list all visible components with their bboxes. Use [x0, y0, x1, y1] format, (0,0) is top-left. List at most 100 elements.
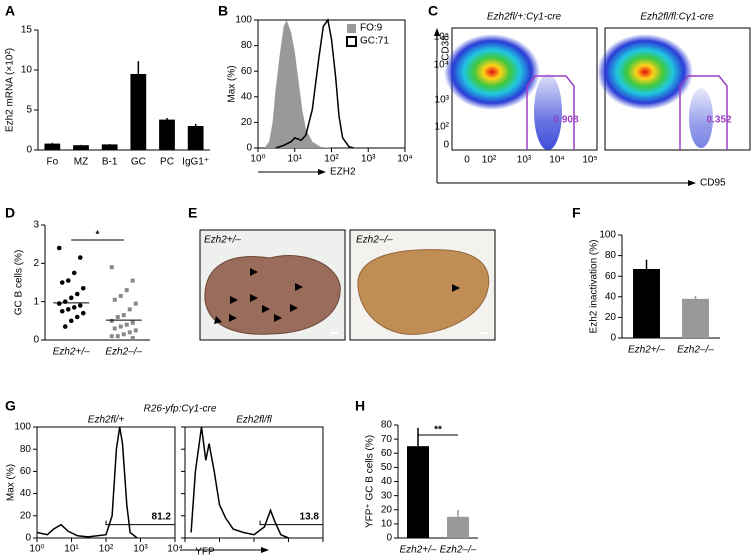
legend-label: FO:9 — [360, 23, 383, 34]
point — [127, 307, 132, 312]
x-axis-label: EZH2 — [330, 167, 356, 178]
bar — [187, 126, 204, 150]
bar — [44, 143, 61, 150]
subplot-title: Ezh2fl/fl — [236, 415, 272, 426]
point — [109, 265, 114, 270]
x-tick-label: MZ — [74, 157, 88, 168]
y-tick-label: 80 — [241, 40, 253, 51]
y-tick-label: 20 — [381, 504, 393, 515]
density-cloud — [444, 34, 540, 110]
y-tick-label: 10³ — [435, 95, 450, 106]
bar — [633, 268, 660, 338]
line — [275, 18, 354, 149]
y-tick-label: 0 — [33, 335, 39, 346]
arrowhead — [261, 547, 269, 553]
x-tick-label: 10¹ — [64, 544, 79, 555]
x-tick-label: Ezh2–/– — [105, 347, 142, 358]
point — [80, 285, 86, 291]
y-tick-label: 100 — [14, 422, 31, 433]
x-tick-label: GC — [131, 157, 146, 168]
point — [65, 278, 71, 283]
x-tick-label: Ezh2+/– — [53, 347, 90, 358]
x-axis-label: YFP — [195, 547, 215, 558]
point — [121, 332, 126, 337]
y-tick-label: 50 — [381, 462, 393, 473]
significance: ** — [434, 425, 442, 436]
arrowhead — [318, 169, 326, 175]
y-tick-label: 0 — [246, 143, 252, 154]
axis-label: CD38 — [441, 35, 452, 61]
x-tick-label: 10² — [482, 155, 497, 166]
point — [109, 334, 114, 339]
point — [133, 301, 138, 306]
bar — [159, 119, 175, 150]
point — [65, 307, 71, 312]
y-axis-label: Ezh2 inactivation (%) — [589, 240, 600, 334]
y-tick-label: 60 — [605, 271, 617, 282]
gate — [679, 75, 728, 150]
point — [115, 315, 120, 319]
legend-swatch — [346, 36, 357, 47]
y-tick-label: 70 — [381, 434, 393, 445]
y-tick-label: 60 — [241, 66, 253, 77]
point — [71, 270, 77, 276]
x-tick-label: 10³ — [361, 154, 376, 165]
x-tick-label: 10³ — [133, 544, 148, 555]
y-tick-label: 0 — [26, 145, 32, 156]
x-tick-label: 10⁴ — [397, 154, 412, 165]
gate-value: 0.908 — [553, 115, 578, 126]
x-tick-label: 10⁴ — [549, 155, 564, 166]
x-tick-label: 10¹ — [288, 154, 303, 165]
y-tick-label: 10⁴ — [434, 60, 449, 71]
point — [74, 314, 80, 320]
y-tick-label: 20 — [20, 510, 32, 521]
y-axis-label: Ezh2 mRNA (×10²) — [5, 48, 16, 132]
line — [36, 426, 138, 539]
y-tick-label: 100 — [235, 15, 252, 26]
axis-label: CD95 — [700, 178, 726, 189]
gate — [526, 75, 575, 150]
y-tick-label: 20 — [605, 312, 617, 323]
point — [133, 328, 138, 333]
tissue — [204, 255, 341, 335]
point — [56, 301, 62, 306]
point — [80, 310, 86, 316]
point — [77, 303, 83, 308]
point — [118, 293, 123, 298]
x-tick-label: PC — [160, 157, 174, 168]
y-tick-label: 5 — [26, 105, 32, 116]
gate-value: 13.8 — [300, 511, 320, 522]
x-tick-label: Ezh2–/– — [440, 545, 477, 556]
panel-letter: A — [5, 3, 15, 19]
x-tick-label: Ezh2+/– — [400, 545, 437, 556]
tissue — [357, 249, 490, 335]
point — [59, 280, 65, 285]
y-tick-label: 0 — [443, 140, 449, 151]
y-tick-label: 80 — [20, 444, 32, 455]
y-tick-label: 80 — [605, 250, 617, 261]
y-tick-label: 10² — [435, 122, 450, 133]
x-tick-label: 10⁰ — [29, 544, 44, 555]
panel-letter: F — [572, 205, 581, 221]
gate — [259, 520, 324, 526]
point — [118, 324, 123, 329]
point — [112, 326, 117, 331]
panel-c: C Ezh2fl/+:Cγ1-cre Ezh2fl/fl:Cγ1-cre 0.9… — [428, 3, 751, 189]
y-tick-label: 40 — [241, 91, 253, 102]
panel-letter: C — [428, 3, 438, 19]
y-tick-label: 40 — [20, 488, 32, 499]
y-tick-label: 30 — [381, 490, 393, 501]
x-tick-label: 10⁴ — [167, 544, 182, 555]
bar — [73, 145, 89, 150]
y-axis-label: Max (%) — [227, 65, 238, 102]
y-tick-label: 10⁵ — [434, 32, 449, 43]
y-tick-label: 40 — [381, 476, 393, 487]
arrowhead — [434, 28, 440, 36]
x-tick-label: B-1 — [102, 157, 118, 168]
x-tick-label: 10² — [324, 154, 339, 165]
y-tick-label: 15 — [21, 25, 33, 36]
panel-letter: G — [5, 398, 16, 414]
point — [71, 305, 77, 310]
y-tick-label: 10 — [381, 519, 393, 530]
